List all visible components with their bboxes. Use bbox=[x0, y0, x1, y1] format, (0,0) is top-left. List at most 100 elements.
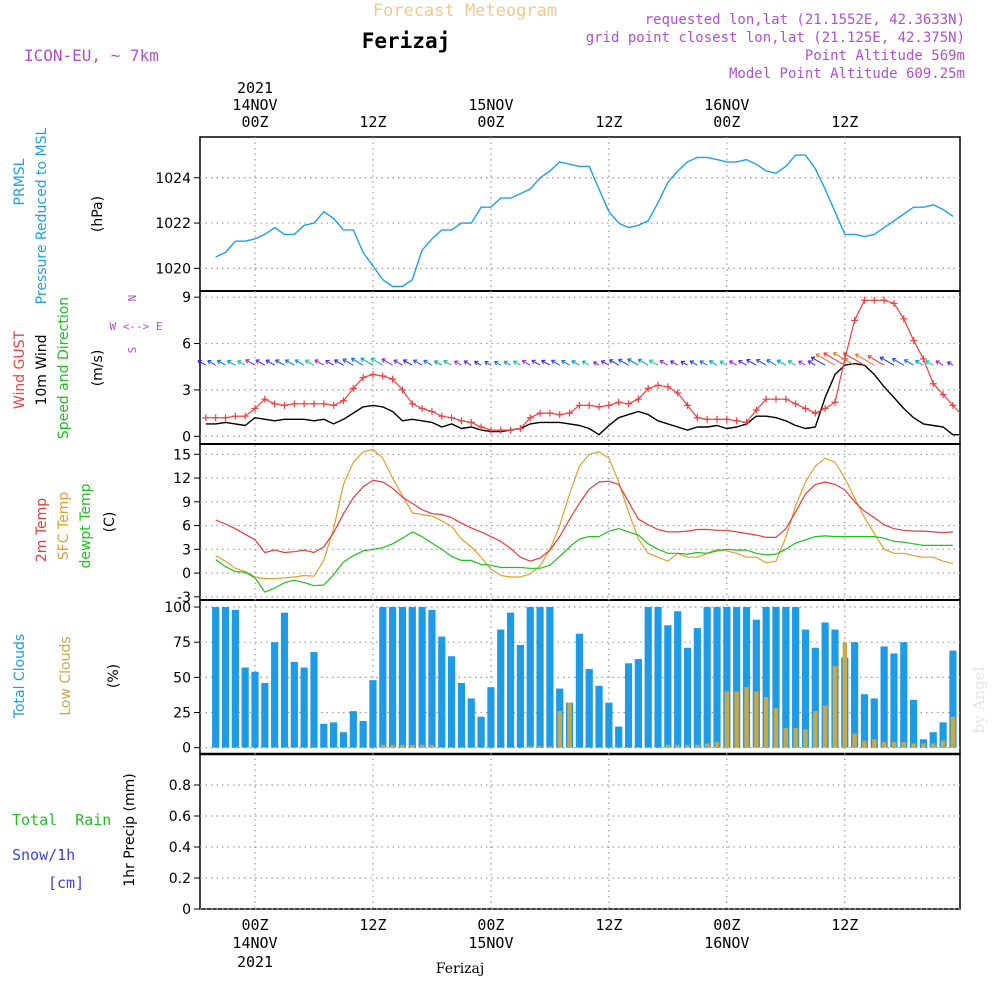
pressure-series bbox=[215, 154, 954, 288]
wind-direction-arrow bbox=[891, 357, 905, 366]
low-cloud-bar bbox=[813, 711, 818, 748]
footer-location: Ferizaj bbox=[436, 961, 484, 977]
total-cloud-bar bbox=[624, 663, 633, 748]
total-cloud-bar bbox=[821, 622, 829, 748]
wind-direction-arrow bbox=[561, 359, 570, 366]
total-cloud-bar bbox=[349, 711, 357, 748]
wind-direction-arrow bbox=[275, 359, 285, 366]
gust-marker bbox=[713, 415, 721, 423]
requested-coords: requested lon,lat (21.1552E, 42.3633N) bbox=[645, 12, 965, 28]
total-cloud-bar bbox=[870, 698, 878, 748]
wind-direction-arrow bbox=[541, 359, 551, 366]
wind-direction-arrow bbox=[600, 360, 610, 366]
clouds-side-label: Total Clouds Low Clouds (%) bbox=[12, 634, 122, 719]
low-cloud-bar bbox=[891, 742, 897, 748]
wind-direction-arrow bbox=[521, 359, 531, 366]
y-tick-label: 25 bbox=[173, 706, 191, 722]
gust-marker bbox=[811, 409, 819, 417]
temp-label-2: SFC Temp bbox=[56, 492, 72, 561]
bottom-date-label: 14NOV bbox=[232, 934, 277, 952]
y-tick-label: 0.2 bbox=[169, 871, 191, 887]
total-cloud-bar bbox=[939, 722, 947, 748]
gust-marker bbox=[290, 400, 298, 408]
total-cloud-bar bbox=[418, 607, 426, 748]
gust-marker bbox=[212, 414, 220, 422]
low-cloud-bar bbox=[931, 743, 936, 748]
total-cloud-bar bbox=[339, 732, 348, 748]
wind-direction-arrow bbox=[823, 352, 846, 366]
wind-direction-arrow bbox=[680, 360, 688, 366]
wind-direction-arrow bbox=[484, 360, 492, 366]
total-cloud-bar bbox=[408, 607, 416, 748]
gust-marker bbox=[684, 401, 692, 409]
low-cloud-bar bbox=[380, 744, 385, 748]
total-cloud-bar bbox=[310, 652, 318, 748]
bottom-time-label: 12Z bbox=[359, 916, 386, 934]
total-cloud-bar bbox=[280, 612, 289, 748]
wind-direction-arrow bbox=[513, 360, 521, 366]
wind-direction-arrow bbox=[798, 360, 806, 366]
wind-direction-arrow bbox=[593, 361, 600, 366]
total-cloud-bar bbox=[231, 609, 239, 748]
y-tick-label: 100 bbox=[164, 600, 191, 616]
top-date-label: 16NOV bbox=[704, 96, 749, 114]
bottom-time-label: 00Z bbox=[713, 916, 740, 934]
total-cloud-bar bbox=[733, 607, 741, 748]
low-cloud-bar bbox=[724, 691, 730, 748]
sfc-temp-line bbox=[215, 448, 954, 580]
wind-direction-arrow bbox=[245, 359, 256, 366]
total-cloud-bar bbox=[615, 726, 623, 748]
total-cloud-bar bbox=[742, 607, 751, 748]
gust-marker bbox=[615, 398, 623, 406]
y-tick-labels: 1020 1022 1024 0 3 6 9 -3 0 3 6 9 12 15 0 25 50 75 100 0 0.2… bbox=[155, 171, 200, 918]
total-cloud-bar bbox=[212, 607, 220, 748]
gust-marker bbox=[860, 296, 868, 304]
y-tick-label: 0 bbox=[182, 566, 191, 582]
gust-marker bbox=[625, 400, 633, 408]
gust-marker bbox=[890, 299, 898, 307]
total-cloud-bar bbox=[438, 636, 446, 748]
wind-direction-arrow bbox=[443, 359, 452, 366]
wind-direction-arrow bbox=[755, 358, 767, 366]
total-cloud-bar bbox=[261, 682, 269, 748]
low-cloud-bar bbox=[537, 746, 543, 748]
total-cloud-bar bbox=[271, 642, 279, 748]
wind-direction-arrow bbox=[815, 353, 836, 366]
y-tick-label: 3 bbox=[182, 542, 191, 558]
gust-marker bbox=[654, 381, 662, 389]
total-cloud-bar bbox=[851, 642, 859, 748]
total-cloud-bar bbox=[890, 653, 898, 748]
total-cloud-bar bbox=[448, 656, 456, 748]
top-year: 2021 bbox=[237, 79, 273, 97]
wind-direction-arrow bbox=[766, 359, 777, 366]
low-cloud-bar bbox=[822, 705, 828, 748]
y-tick-label: 50 bbox=[173, 670, 191, 686]
low-cloud-bar bbox=[419, 744, 425, 748]
low-cloud-bar bbox=[429, 744, 435, 748]
gust-marker bbox=[379, 372, 387, 380]
wind-direction-arrow bbox=[342, 358, 354, 366]
temp-side-label: 2m Temp SFC Temp dewpt Temp (C) bbox=[34, 483, 118, 568]
total-cloud-bar bbox=[546, 607, 554, 748]
y-tick-label: 0.8 bbox=[169, 778, 191, 794]
gust-marker bbox=[733, 417, 741, 425]
low-cloud-bar bbox=[773, 708, 779, 748]
total-cloud-bar bbox=[674, 611, 682, 748]
total-cloud-bar bbox=[605, 702, 613, 748]
temp-label-3: dewpt Temp bbox=[78, 483, 94, 568]
top-date-label: 15NOV bbox=[468, 96, 513, 114]
gust-marker bbox=[418, 404, 426, 412]
wind-direction-arrow bbox=[350, 357, 364, 366]
gust-marker bbox=[919, 355, 927, 363]
clouds-unit: (%) bbox=[106, 664, 122, 688]
top-time-label: 00Z bbox=[241, 113, 268, 131]
wind-direction-arrow bbox=[412, 359, 423, 366]
wind-direction-arrow bbox=[494, 360, 502, 366]
gridpoint-coords: grid point closest lon,lat (21.125E, 42.… bbox=[586, 30, 965, 46]
low-cloud-bar bbox=[881, 742, 887, 748]
gust-marker bbox=[723, 415, 731, 423]
total-cloud-bar bbox=[811, 647, 819, 748]
low-cloud-bar bbox=[528, 746, 533, 748]
total-cloud-bar bbox=[634, 659, 642, 748]
low-cloud-bar bbox=[832, 666, 838, 748]
